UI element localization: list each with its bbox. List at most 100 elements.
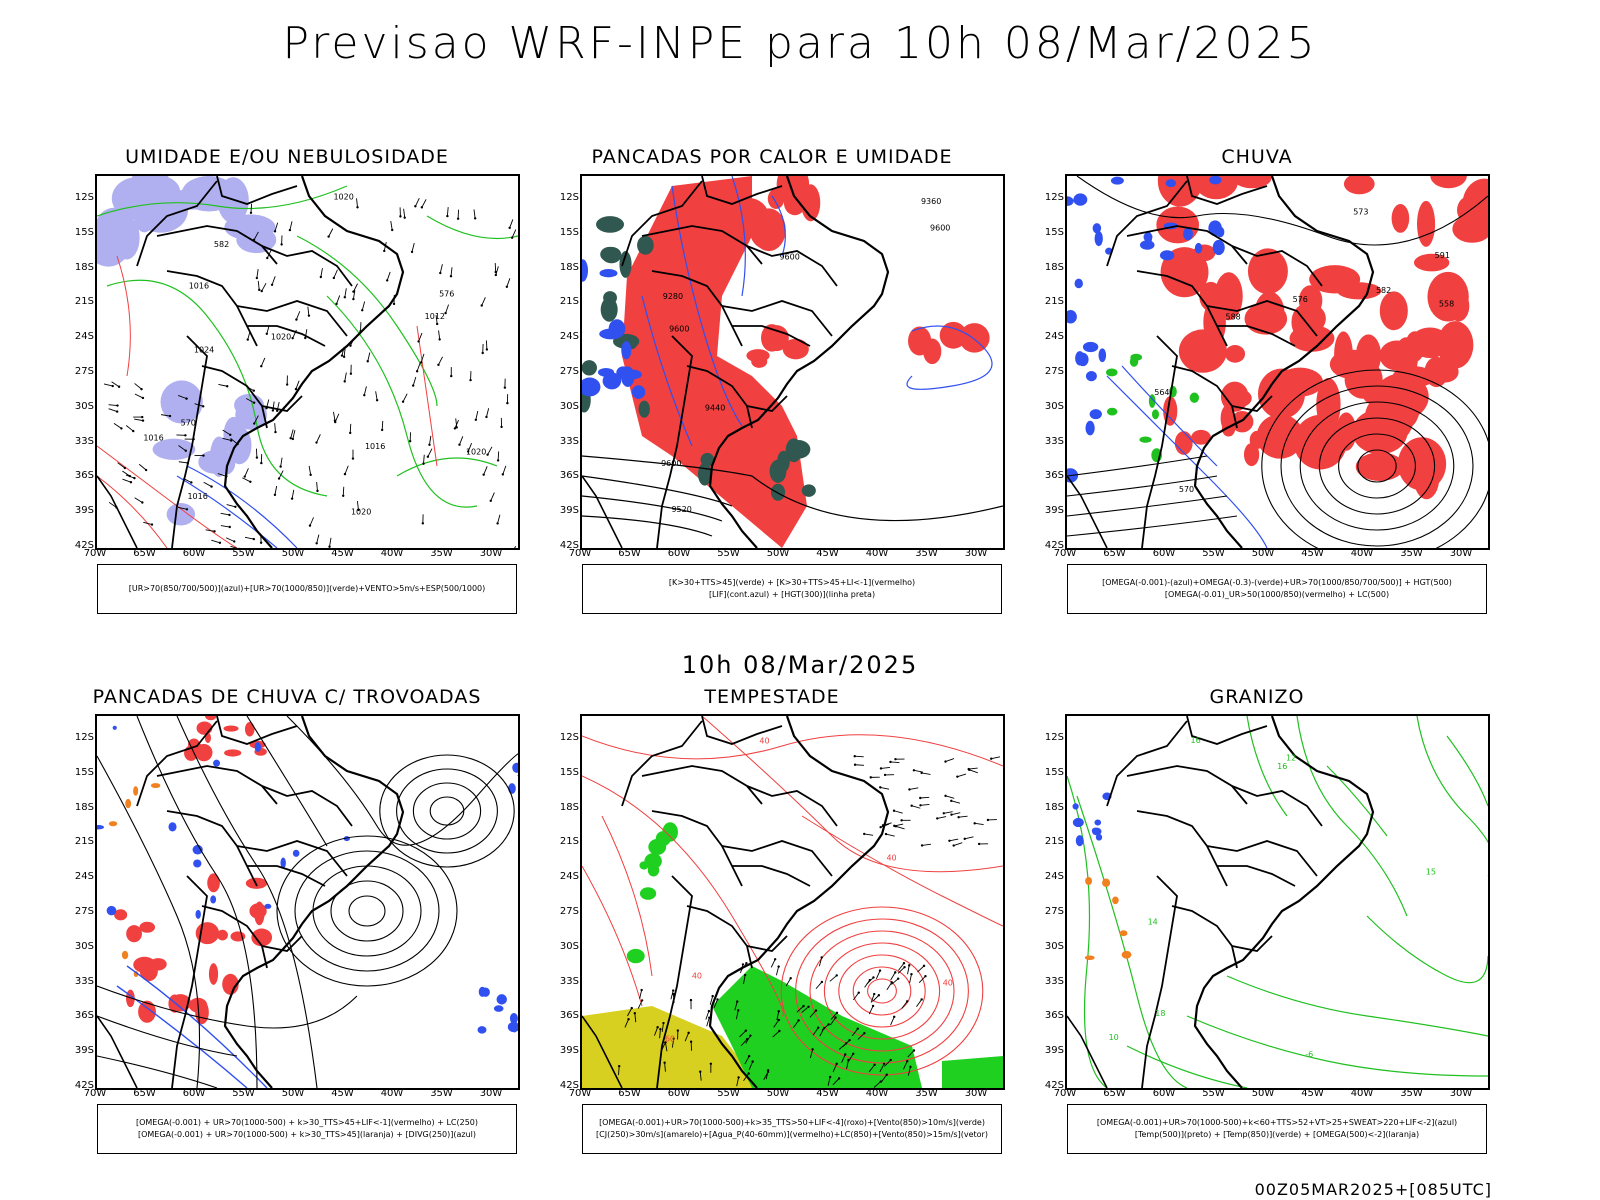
precipitable-water-contour (801, 815, 1003, 927)
wind-vector-head (426, 455, 430, 458)
wind-vector-head (968, 768, 971, 772)
divergence-area (512, 1021, 517, 1033)
coastline (1193, 176, 1375, 548)
wind-vector (841, 1054, 846, 1063)
map-panel-trovoadas: PANCADAS DE CHUVA C/ TROVOADAS 12S 15S 18S 2… (52, 686, 522, 1156)
wind-vector-head (807, 1005, 810, 1008)
wind-vector-head (884, 832, 888, 836)
storm-area (244, 721, 255, 737)
latitude-axis: 12S 15S 18S 21S 24S 27S 30S 33S 36S 39S 42S (52, 174, 94, 551)
longitude-tick-label: 65W (618, 1088, 641, 1099)
wind-vector (487, 446, 493, 455)
wind-vector (481, 297, 486, 306)
wind-vector (289, 221, 293, 231)
heat-humidity-area (596, 216, 625, 233)
streamline (97, 755, 200, 1088)
country-border (1186, 716, 1268, 745)
panel-title: TEMPESTADE (704, 686, 840, 708)
rain-area (1247, 248, 1288, 295)
wind-vector (514, 546, 517, 548)
heat-humidity-area (801, 484, 816, 497)
wind-vector-head (140, 387, 143, 391)
longitude-axis: 70W 65W 60W 55W 50W 45W 40W 35W 30W (1054, 1088, 1490, 1102)
rain-area (1379, 291, 1408, 331)
humidity-mid-level-area (223, 416, 244, 455)
temperature-850-contour (1296, 716, 1408, 917)
wind-vector (308, 465, 312, 475)
wind-vector-head (505, 285, 509, 288)
rain-area (1417, 200, 1436, 247)
divergence-contour (126, 965, 268, 1088)
wind-vector (634, 1013, 637, 1023)
wind-vector (245, 398, 255, 404)
wind-vector (891, 978, 899, 985)
wind-vector-head (340, 354, 344, 357)
panel-title: CHUVA (1221, 146, 1293, 168)
wind-vector (832, 1063, 838, 1073)
legend-box: [UR>70(850/700/500)](azul)+[UR>70(1000/8… (97, 564, 517, 614)
wind-vector-head (811, 1048, 814, 1051)
latitude-tick-label: 24S (74, 331, 94, 343)
latitude-tick-label: 27S (559, 366, 579, 377)
country-border (1231, 935, 1273, 952)
wind-vector-head (844, 1042, 848, 1045)
wind-vector-head (869, 776, 872, 779)
wind-vector (879, 1063, 885, 1073)
wind-vector (490, 492, 495, 501)
wind-vector-head (435, 322, 439, 326)
longitude-tick-label: 30W (1449, 548, 1473, 559)
divergence-area (254, 742, 261, 752)
wind-vector-head (383, 249, 386, 253)
latitude-tick-label: 33S (1044, 435, 1064, 447)
heat-humidity-area (777, 450, 790, 473)
strong-omega-area (1129, 356, 1139, 367)
wind-vector (344, 465, 349, 475)
wind-vector (134, 497, 143, 503)
wind-vector (420, 353, 425, 363)
wind-vector-head (385, 279, 389, 282)
wind-vector-head (494, 273, 498, 277)
wind-vector-head (141, 415, 144, 419)
contour-label: 15 (1426, 867, 1436, 876)
wind-vector-head (817, 1026, 820, 1029)
wind-vector (624, 1019, 629, 1028)
wind-vector-head (663, 1061, 666, 1064)
omega-contour (1106, 375, 1268, 548)
instability-orange-area (133, 786, 139, 796)
wind-vector-head (835, 1062, 838, 1066)
longitude-tick-label: 70W (568, 548, 592, 559)
precipitable-water-contour (582, 734, 1003, 767)
rain-area (1194, 176, 1239, 200)
geopotential-height-contour (1357, 449, 1397, 483)
wind-vector-head (446, 214, 449, 218)
wind-vector (901, 1001, 908, 1009)
wind-vector (205, 529, 215, 532)
wind-vector-head (213, 530, 216, 533)
latitude-tick-label: 30S (74, 400, 94, 412)
wind-vector (818, 957, 823, 967)
wind-vector-head (924, 974, 927, 978)
wind-vector-head (942, 812, 945, 815)
wind-vector (274, 222, 279, 232)
wind-vector (846, 1060, 849, 1070)
country-border (1217, 325, 1296, 347)
rain-area (1344, 359, 1383, 399)
wind-vector-head (342, 355, 346, 359)
humidity-mid-level-area (152, 438, 196, 460)
wind-vector (880, 766, 890, 769)
storm-area (208, 963, 219, 985)
wind-vector (937, 816, 947, 819)
contour-label: 1020 (466, 448, 486, 457)
lifted-index-contour (906, 325, 993, 390)
latitude-tick-label: 12S (74, 192, 94, 203)
thickness-contour-blue (176, 475, 278, 548)
country-border (216, 176, 298, 205)
wind-vector-head (977, 842, 981, 846)
wind-vector (495, 266, 499, 276)
latitude-tick-label: 42S (559, 1080, 579, 1091)
wind-vector-head (879, 1080, 883, 1083)
longitude-tick-label: 60W (1152, 548, 1176, 559)
wind-vector (316, 534, 320, 544)
contour-label: 588 (1226, 313, 1241, 322)
latitude-tick-label: 15S (1044, 226, 1064, 238)
